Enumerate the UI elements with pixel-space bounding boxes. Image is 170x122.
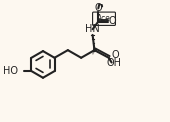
Text: O: O — [95, 3, 102, 13]
Text: HN: HN — [85, 24, 100, 34]
Text: Ace: Ace — [97, 14, 111, 23]
Text: OH: OH — [106, 58, 121, 68]
Text: O: O — [112, 50, 119, 60]
Text: HO: HO — [3, 66, 18, 76]
Text: O: O — [109, 16, 116, 26]
